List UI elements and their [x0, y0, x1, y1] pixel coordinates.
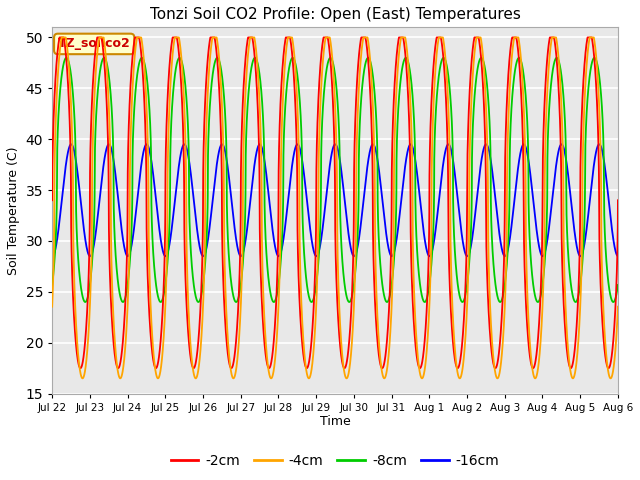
Y-axis label: Soil Temperature (C): Soil Temperature (C) — [7, 146, 20, 275]
Text: TZ_soilco2: TZ_soilco2 — [58, 37, 131, 50]
X-axis label: Time: Time — [319, 415, 351, 429]
Title: Tonzi Soil CO2 Profile: Open (East) Temperatures: Tonzi Soil CO2 Profile: Open (East) Temp… — [150, 7, 520, 22]
Legend: -2cm, -4cm, -8cm, -16cm: -2cm, -4cm, -8cm, -16cm — [165, 448, 505, 473]
